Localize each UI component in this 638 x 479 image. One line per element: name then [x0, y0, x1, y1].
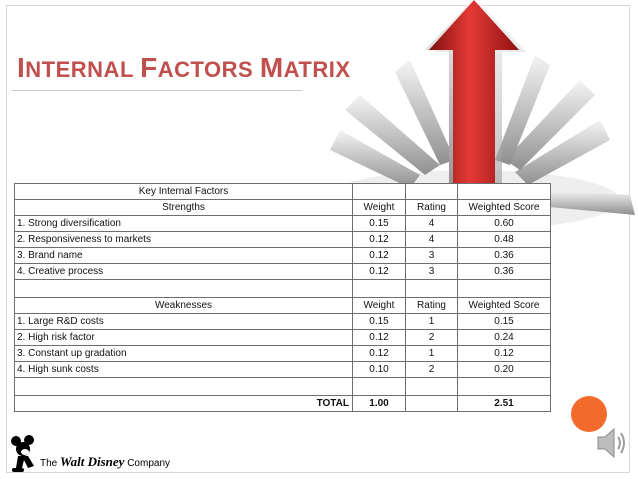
table-row: 3. Constant up gradation 0.12 1 0.12: [14, 345, 551, 362]
internal-factors-table: Key Internal Factors Strengths Weight Ra…: [14, 183, 551, 412]
strengths-heading: Strengths: [14, 199, 353, 216]
table-row: 1. Large R&D costs 0.15 1 0.15: [14, 313, 551, 330]
key-factors-header: Key Internal Factors: [14, 183, 353, 200]
table-row: 3. Brand name 0.12 3 0.36: [14, 247, 551, 264]
column-weight: Weight: [352, 199, 406, 216]
total-score: 2.51: [457, 395, 551, 412]
table-row: 1. Strong diversification 0.15 4 0.60: [14, 215, 551, 232]
table-row: 4. Creative process 0.12 3 0.36: [14, 263, 551, 280]
column-rating: Rating: [405, 199, 458, 216]
weaknesses-heading: Weaknesses: [14, 297, 353, 314]
title-underline: [12, 90, 302, 91]
spacer-row: [14, 279, 551, 298]
total-weight: 1.00: [352, 395, 406, 412]
column-weighted-score: Weighted Score: [457, 199, 551, 216]
mickey-logo-icon: [11, 435, 34, 472]
table-row: 2. High risk factor 0.12 2 0.24: [14, 329, 551, 346]
slide-frame: [6, 5, 630, 473]
disney-company-logo: The Walt Disney Company: [40, 454, 171, 469]
column-weighted-score: Weighted Score: [457, 297, 551, 314]
accent-circle: [571, 396, 607, 432]
table-header-row: Key Internal Factors: [14, 183, 551, 200]
table-row: 4. High sunk costs 0.10 2 0.20: [14, 361, 551, 378]
total-row: TOTAL 1.00 2.51: [14, 395, 551, 412]
total-label: TOTAL: [14, 395, 353, 412]
column-weight: Weight: [352, 297, 406, 314]
slide-title: INTERNAL FACTORS MATRIX: [17, 52, 351, 83]
spacer-row: [14, 377, 551, 396]
speaker-icon[interactable]: [592, 422, 632, 464]
column-rating: Rating: [405, 297, 458, 314]
weaknesses-header-row: Weaknesses Weight Rating Weighted Score: [14, 297, 551, 314]
strengths-header-row: Strengths Weight Rating Weighted Score: [14, 199, 551, 216]
table-row: 2. Responsiveness to markets 0.12 4 0.48: [14, 231, 551, 248]
